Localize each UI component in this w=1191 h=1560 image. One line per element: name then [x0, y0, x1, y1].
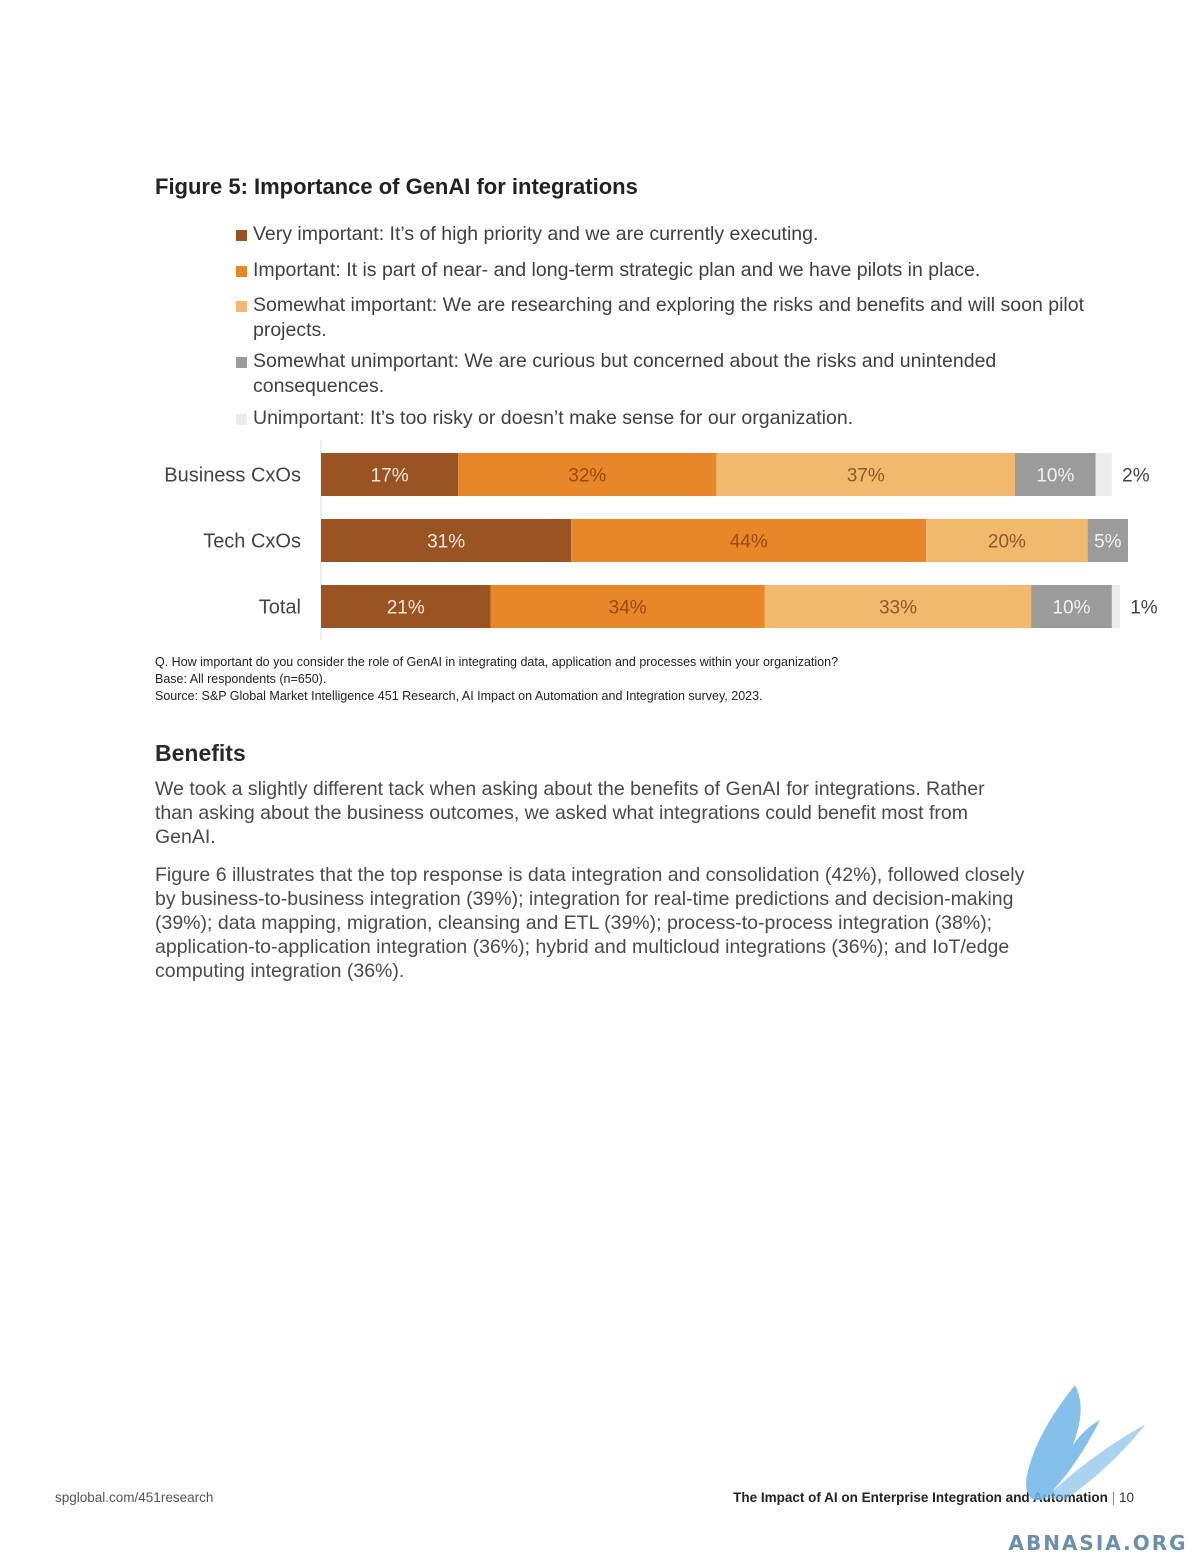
bar-total-somewhat-important [764, 585, 1032, 628]
data-label-tech-cxos-important: 44% [730, 532, 768, 553]
data-label-total-unimportant: 1% [1130, 598, 1158, 619]
bar-business-cxos-very-important [321, 453, 459, 496]
legend-item-somewhat-unimportant: Somewhat unimportant: We are curious but… [236, 349, 1096, 399]
legend-item-somewhat-important: Somewhat important: We are researching a… [236, 293, 1096, 343]
legend-swatch [236, 301, 247, 312]
category-label-total: Total [259, 597, 301, 619]
section-heading-benefits: Benefits [155, 740, 246, 766]
legend-label: Unimportant: It’s too risky or doesn’t m… [253, 407, 854, 429]
category-label-business-cxos: Business CxOs [164, 465, 301, 487]
footer-doc-info: The Impact of AI on Enterprise Integrati… [733, 1490, 1134, 1505]
figure-title: Figure 5: Importance of GenAI for integr… [155, 174, 638, 199]
bar-total-somewhat-unimportant [1031, 585, 1112, 628]
legend-label: Very important: It’s of high priority an… [253, 223, 819, 245]
stacked-bar-chart: Business CxOs 17% 32% 37% 10% 2% Tech CxOs 31% 4… [164, 440, 1158, 640]
watermark-text: ABNASIA.ORG [1008, 1531, 1187, 1555]
legend-label: Somewhat unimportant: We are curious but… [253, 350, 997, 397]
survey-question: Q. How important do you consider the rol… [155, 655, 839, 669]
chart-notes: Q. How important do you consider the rol… [155, 654, 838, 705]
data-label-business-cxos-important: 32% [568, 466, 606, 487]
bar-tech-cxos-very-important [321, 519, 572, 562]
data-label-tech-cxos-very-important: 31% [427, 532, 465, 553]
footer-url[interactable]: spglobal.com/451research [55, 1490, 214, 1505]
benefits-paragraph-1: We took a slightly different tack when a… [155, 778, 985, 848]
benefits-paragraph-2: Figure 6 illustrates that the top respon… [155, 864, 1025, 982]
bird-icon [1026, 1385, 1145, 1501]
bar-total-unimportant [1111, 585, 1120, 628]
legend-item-very-important: Very important: It’s of high priority an… [236, 222, 818, 247]
bar-total-very-important [321, 585, 491, 628]
legend-item-important: Important: It is part of near- and long-… [236, 258, 980, 283]
abnasia-watermark-logo: ABNASIA.ORG [1008, 1385, 1187, 1555]
legend-label: Somewhat important: We are researching a… [253, 294, 1085, 341]
bar-tech-cxos-somewhat-unimportant [1087, 519, 1128, 562]
bar-tech-cxos-somewhat-important [926, 519, 1088, 562]
data-label-total-important: 34% [609, 598, 647, 619]
survey-base: Base: All respondents (n=650). [155, 672, 327, 686]
bar-business-cxos-important [458, 453, 717, 496]
data-label-total-very-important: 21% [387, 598, 425, 619]
legend-item-unimportant: Unimportant: It’s too risky or doesn’t m… [236, 406, 853, 431]
data-label-business-cxos-unimportant: 2% [1122, 466, 1150, 487]
category-label-tech-cxos: Tech CxOs [203, 531, 301, 553]
footer-doc-title: The Impact of AI on Enterprise Integrati… [733, 1490, 1108, 1505]
legend-swatch [236, 414, 247, 425]
legend-swatch [236, 357, 247, 368]
bar-business-cxos-somewhat-unimportant [1015, 453, 1096, 496]
survey-source: Source: S&P Global Market Intelligence 4… [155, 689, 763, 703]
data-label-business-cxos-somewhat-unimportant: 10% [1036, 466, 1074, 487]
data-label-total-somewhat-important: 33% [879, 598, 917, 619]
data-label-tech-cxos-somewhat-unimportant: 5% [1094, 532, 1122, 553]
page-number: 10 [1118, 1490, 1134, 1505]
data-label-business-cxos-very-important: 17% [371, 466, 409, 487]
footer-separator: | [1111, 1490, 1116, 1505]
legend-swatch [236, 266, 247, 277]
legend-label: Important: It is part of near- and long-… [253, 259, 981, 281]
data-label-business-cxos-somewhat-important: 37% [847, 466, 885, 487]
bar-business-cxos-unimportant [1095, 453, 1112, 496]
bar-business-cxos-somewhat-important [716, 453, 1016, 496]
bar-total-important [490, 585, 765, 628]
data-label-total-somewhat-unimportant: 10% [1052, 598, 1090, 619]
bar-tech-cxos-important [571, 519, 927, 562]
legend-swatch [236, 230, 247, 241]
data-label-tech-cxos-somewhat-important: 20% [988, 532, 1026, 553]
